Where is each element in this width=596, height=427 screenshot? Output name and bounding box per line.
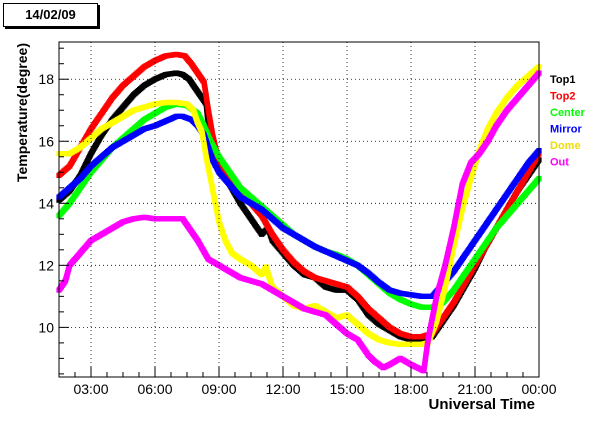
- legend-label-dome: Dome: [550, 140, 581, 152]
- date-label-box: 14/02/09: [3, 3, 98, 27]
- axes-layer: 10 12 14 16 18 03:00 06:00 09:00 12:00 15:00 18:00…: [38, 47, 557, 397]
- data-marks-layer: [56, 51, 542, 374]
- series-out: [56, 70, 542, 374]
- grid-layer: [59, 42, 540, 377]
- x-tick-label: 00:00: [521, 381, 556, 397]
- x-tick-label: 09:00: [201, 381, 236, 397]
- x-tick-label: 18:00: [393, 381, 428, 397]
- x-tick-label: 21:00: [457, 381, 492, 397]
- legend-label-top1: Top1: [550, 74, 575, 86]
- x-axis-label: Universal Time: [429, 396, 535, 413]
- legend-label-out: Out: [550, 157, 569, 169]
- x-tick-label: 03:00: [73, 381, 108, 397]
- plot-frame: [58, 41, 540, 378]
- x-tick-label: 15:00: [329, 381, 364, 397]
- y-tick-label: 14: [38, 195, 54, 211]
- x-tick-label: 12:00: [265, 381, 300, 397]
- legend-label-center: Center: [550, 107, 586, 119]
- legend: Top1 Top2 Center Mirror Dome Out: [550, 74, 586, 169]
- y-tick-label: 18: [38, 71, 54, 87]
- legend-label-mirror: Mirror: [550, 124, 583, 136]
- y-axis-label: Temperature(degree): [14, 43, 30, 182]
- legend-label-top2: Top2: [550, 91, 575, 103]
- y-tick-label: 16: [38, 133, 54, 149]
- x-tick-label: 06:00: [137, 381, 172, 397]
- date-label: 14/02/09: [25, 7, 76, 22]
- y-tick-label: 10: [38, 319, 54, 335]
- y-tick-label: 12: [38, 257, 54, 273]
